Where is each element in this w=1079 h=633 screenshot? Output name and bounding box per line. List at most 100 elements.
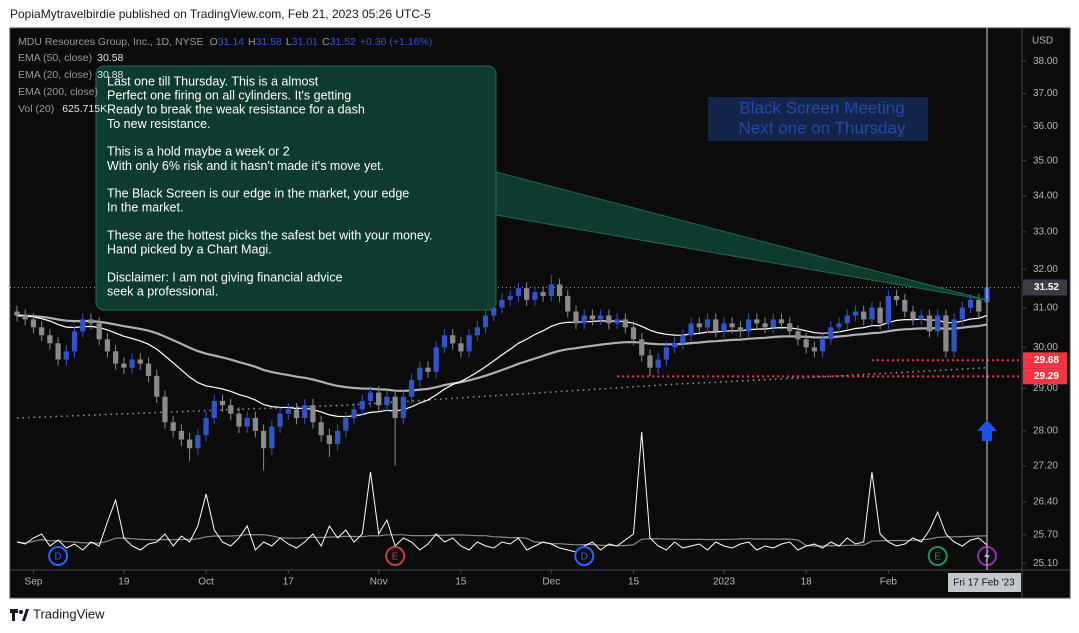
- candle-body: [565, 295, 571, 312]
- candle-body: [450, 335, 456, 344]
- candle-body: [458, 343, 464, 352]
- candle-body: [154, 375, 160, 397]
- y-tick-label: 28.00: [1033, 425, 1058, 436]
- note-box: [95, 65, 497, 311]
- candle-body: [811, 347, 818, 352]
- candle-body: [441, 335, 448, 348]
- candle-body: [178, 430, 185, 440]
- y-tick-label: 38.00: [1033, 56, 1058, 67]
- candle-body: [671, 343, 678, 348]
- note-line: seek a professional.: [107, 284, 218, 298]
- ohlc-key: O: [210, 36, 218, 48]
- candle-body: [910, 311, 916, 320]
- note-line: Hand picked by a Chart Magi.: [107, 243, 272, 257]
- candle-body: [162, 396, 168, 423]
- event-badge: [385, 546, 406, 566]
- event-badge: [48, 546, 69, 566]
- candle-body: [639, 339, 645, 356]
- x-tick-label: Sep: [25, 577, 43, 588]
- candle-body: [30, 319, 37, 328]
- footer-logo: [10, 609, 29, 621]
- candle-body: [417, 367, 423, 381]
- candle-body: [828, 327, 834, 340]
- indicator-name: EMA (20, close): [18, 69, 92, 81]
- candle-body: [252, 417, 259, 431]
- candle-body: [96, 323, 102, 340]
- event-letter: E: [392, 552, 399, 563]
- level-label: 29.29: [1034, 371, 1059, 382]
- candle-body: [688, 323, 694, 336]
- candle-body: [318, 422, 324, 436]
- level-label: 29.68: [1034, 355, 1059, 366]
- note-line: These are the hottest picks the safest b…: [107, 228, 433, 242]
- candle-body: [277, 413, 283, 427]
- indicator-name: EMA (50, close): [18, 52, 92, 64]
- candle-body: [113, 351, 119, 364]
- candle-body: [737, 327, 744, 332]
- ohlc-value: 31.01: [292, 36, 318, 48]
- candle-body: [170, 422, 176, 431]
- last-price-tag: [1023, 279, 1067, 296]
- candle-body: [967, 299, 974, 308]
- note-line: This is a hold maybe a week or 2: [107, 145, 290, 159]
- x-tick-label: Oct: [198, 577, 214, 588]
- candle-body: [647, 355, 653, 368]
- candle-body: [573, 311, 579, 324]
- note-line: To new resistance.: [107, 117, 211, 131]
- x-tick-label: 17: [283, 577, 295, 588]
- event-letter: D: [54, 552, 61, 563]
- candle-body: [976, 299, 982, 312]
- level-tag: [1023, 352, 1067, 369]
- legend-indicator: EMA (20, close) 30.88: [18, 69, 124, 81]
- candle-body: [482, 315, 489, 328]
- candle-body: [236, 413, 242, 427]
- candle-body: [63, 351, 69, 360]
- volume-line: [16, 431, 988, 553]
- candle-body: [302, 405, 308, 418]
- candle-body: [326, 435, 333, 444]
- candle-body: [351, 409, 357, 418]
- candle-body: [71, 331, 78, 352]
- candle-body: [244, 417, 250, 427]
- y-tick-label: 26.40: [1033, 497, 1058, 508]
- y-tick-label: 35.00: [1033, 155, 1058, 166]
- ema-line: [16, 314, 988, 393]
- candle-body: [88, 319, 94, 324]
- currency-label: USD: [1032, 36, 1053, 47]
- volume-value: 625.715K: [62, 103, 107, 115]
- x-tick-label: Feb: [880, 577, 898, 588]
- candle-body: [203, 417, 209, 436]
- plot: USD 38.00 37.00 36.00 35.00 34.00 33.00 32.00 31…: [10, 36, 1058, 588]
- candle-body: [474, 327, 480, 336]
- banner-line: Next one on Thursday: [739, 118, 906, 137]
- candle-body: [885, 295, 891, 324]
- candle-body: [80, 319, 86, 332]
- candle-body: [137, 359, 143, 364]
- candle-body: [770, 319, 776, 328]
- candle-body: [589, 315, 596, 320]
- candle-body: [581, 315, 587, 324]
- candle-body: [129, 359, 135, 368]
- candle-body: [400, 396, 406, 418]
- x-tick-label: 2023: [713, 577, 736, 588]
- candle-body: [211, 400, 217, 418]
- candle-body: [260, 430, 267, 449]
- y-tick-label: 33.00: [1033, 227, 1058, 238]
- candle-body: [343, 417, 349, 431]
- note-line: Ready to break the weak resistance for a…: [107, 103, 365, 117]
- candle-body: [606, 315, 612, 324]
- candle-body: [376, 392, 382, 406]
- candle-body: [219, 400, 226, 406]
- candle-body: [902, 299, 908, 312]
- candle-body: [269, 426, 275, 449]
- candle-body: [55, 343, 61, 360]
- publish-header: PopiaMytravelbirdie published on Trading…: [10, 7, 431, 21]
- candle-body: [704, 319, 711, 328]
- candle-body: [721, 323, 727, 332]
- indicator-value: 30.88: [97, 69, 123, 81]
- candle-body: [803, 339, 809, 348]
- candle-body: [14, 311, 20, 316]
- candle-body: [334, 430, 341, 444]
